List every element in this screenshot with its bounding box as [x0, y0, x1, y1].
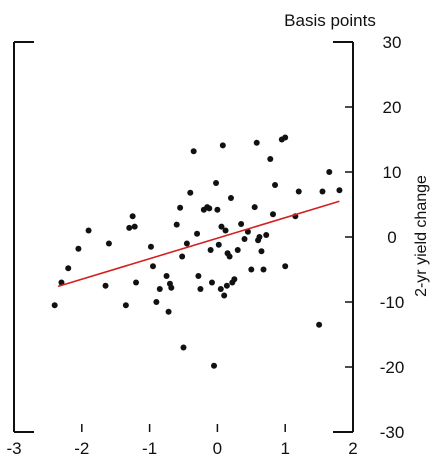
- scatter-point: [234, 247, 241, 253]
- scatter-point: [218, 223, 225, 230]
- scatter-point: [183, 240, 190, 247]
- scatter-point: [75, 245, 82, 252]
- scatter-point: [58, 279, 65, 286]
- scatter-point: [253, 139, 260, 146]
- y-axis-label: 2-yr yield change: [413, 175, 430, 297]
- scatter-point: [213, 180, 220, 187]
- plot-frame: [13, 41, 354, 433]
- data-points: [51, 134, 343, 369]
- scatter-point: [269, 211, 276, 218]
- scatter-point: [197, 286, 204, 292]
- scatter-point: [180, 344, 187, 351]
- scatter-point: [147, 243, 154, 250]
- scatter-point: [133, 279, 140, 286]
- scatter-point: [153, 299, 160, 305]
- x-axis: -3 -2 -1 0 1 2: [6, 424, 358, 458]
- scatter-point: [190, 148, 197, 155]
- x-tick-label: 1: [280, 439, 289, 458]
- scatter-point: [221, 292, 228, 299]
- scatter-point: [126, 224, 133, 231]
- scatter-point: [122, 302, 129, 309]
- y-tick-label: -30: [380, 423, 405, 442]
- scatter-point: [207, 247, 214, 253]
- scatter-point: [215, 241, 222, 248]
- unit-label: Basis points: [284, 11, 376, 30]
- scatter-point: [194, 230, 201, 237]
- scatter-point: [231, 276, 238, 283]
- scatter-point: [208, 279, 215, 286]
- scatter-point: [263, 232, 270, 239]
- x-tick-label: 0: [213, 439, 222, 458]
- trend-line: [57, 200, 340, 288]
- y-tick-label: 20: [383, 98, 402, 117]
- scatter-point: [267, 156, 274, 162]
- scatter-point: [179, 253, 186, 260]
- scatter-point: [51, 302, 58, 309]
- scatter-point: [156, 286, 163, 292]
- scatter-point: [65, 265, 72, 272]
- scatter-point: [217, 286, 224, 292]
- scatter-point: [256, 234, 263, 240]
- scatter-point: [295, 188, 302, 195]
- scatter-point: [206, 205, 213, 212]
- regression-line: [57, 200, 340, 288]
- scatter-point: [85, 227, 92, 234]
- scatter-point: [163, 273, 170, 279]
- x-tick-label: 2: [348, 439, 357, 458]
- scatter-point: [260, 266, 267, 273]
- scatter-point: [165, 308, 172, 315]
- scatter-point: [223, 282, 230, 289]
- scatter-point: [258, 248, 265, 255]
- scatter-point: [211, 362, 218, 369]
- scatter-point: [248, 266, 255, 273]
- scatter-point: [222, 227, 229, 234]
- scatter-point: [168, 284, 175, 291]
- scatter-point: [251, 204, 258, 211]
- scatter-point: [227, 195, 234, 201]
- scatter-point: [129, 213, 136, 220]
- scatter-point: [173, 221, 180, 228]
- scatter-point: [244, 228, 251, 235]
- scatter-point: [102, 282, 109, 289]
- scatter-point: [226, 253, 233, 260]
- y-tick-label: -20: [380, 358, 405, 377]
- scatter-point: [149, 263, 156, 270]
- scatter-point: [272, 182, 279, 188]
- scatter-point: [282, 263, 289, 270]
- scatter-point: [336, 187, 343, 194]
- x-tick-label: -1: [142, 439, 157, 458]
- scatter-point: [219, 142, 226, 149]
- scatter-point: [319, 188, 326, 195]
- scatter-point: [214, 206, 221, 213]
- y-tick-label: -10: [380, 293, 405, 312]
- x-tick-label: -2: [74, 439, 89, 458]
- scatter-point: [326, 169, 333, 175]
- scatter-point: [238, 221, 245, 227]
- y-tick-label: 10: [383, 163, 402, 182]
- scatter-point: [316, 321, 323, 328]
- scatter-point: [241, 235, 248, 242]
- scatter-point: [282, 134, 289, 141]
- scatter-point: [177, 204, 184, 211]
- y-axis: -30 -20 -10 0 10 20 30: [345, 33, 404, 442]
- scatter-point: [105, 240, 112, 247]
- scatter-point: [187, 189, 194, 196]
- scatter-point: [131, 223, 138, 230]
- y-tick-label: 30: [383, 33, 402, 52]
- scatter-point: [195, 273, 202, 279]
- y-tick-label: 0: [387, 228, 396, 247]
- x-tick-label: -3: [6, 439, 21, 458]
